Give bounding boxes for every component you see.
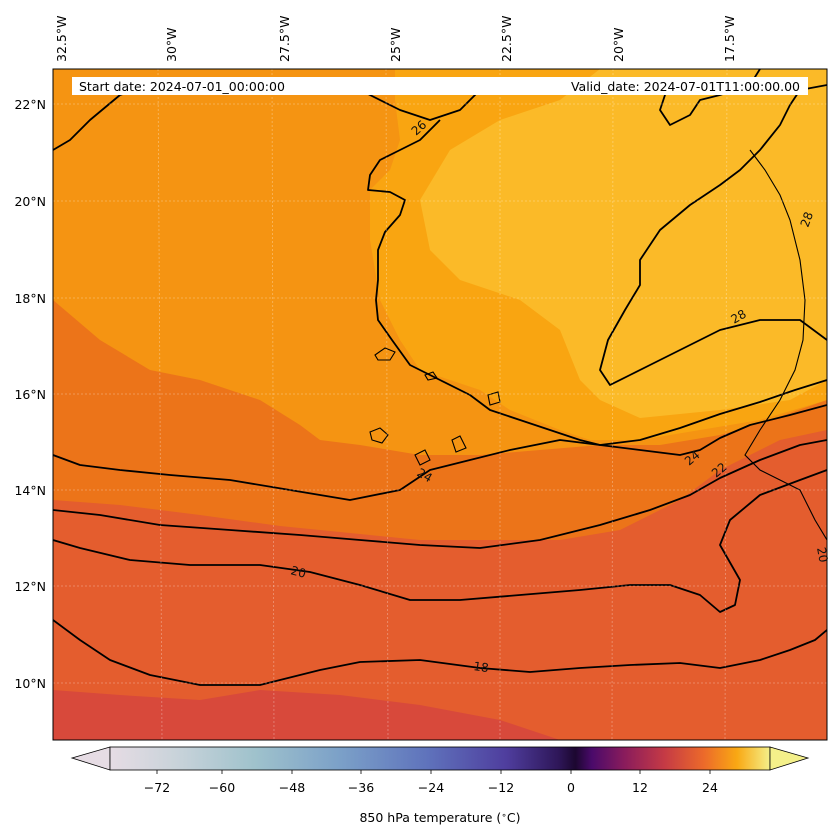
lat-label: 18°N — [14, 291, 46, 306]
colorbar-tick: −60 — [209, 780, 235, 795]
island-5 — [487, 391, 501, 406]
info-box — [72, 77, 808, 95]
temperature-field — [53, 69, 827, 740]
lon-label: 22.5°W — [499, 16, 514, 62]
island-6 — [424, 371, 438, 381]
island-3 — [414, 449, 431, 466]
colorbar-tick: 12 — [632, 780, 648, 795]
coastlines — [369, 149, 827, 541]
africa-coastline — [744, 149, 827, 541]
colorbar-tick: 24 — [702, 780, 718, 795]
valid-date-text: Valid_date: 2024-07-01T11:00:00.00 — [571, 79, 800, 94]
lon-label: 17.5°W — [722, 16, 737, 62]
field-band-coolest — [53, 690, 560, 740]
start-date-text: Start date: 2024-07-01_00:00:00 — [79, 79, 285, 94]
contour-18 — [53, 619, 827, 686]
lat-label: 14°N — [14, 483, 46, 498]
colorbar-tick: 0 — [567, 780, 575, 795]
contour-28 — [599, 84, 827, 386]
lon-label: 27.5°W — [277, 16, 292, 62]
colorbar-right-extend — [769, 746, 810, 771]
latitude-labels: 22°N 20°N 18°N 16°N 14°N 12°N 10°N — [14, 97, 46, 691]
lon-label: 25°W — [388, 27, 403, 62]
lat-label: 22°N — [14, 97, 46, 112]
colorbar: −72 −60 −48 −36 −24 −12 0 12 24 850 hPa … — [70, 746, 810, 825]
colorbar-tick: −48 — [279, 780, 305, 795]
map-frame — [52, 68, 828, 741]
lat-label: 10°N — [14, 676, 46, 691]
contour-label-28a: 28 — [798, 210, 816, 229]
contour-20 — [53, 469, 827, 613]
colorbar-tick: −36 — [348, 780, 374, 795]
colorbar-tick: −24 — [418, 780, 444, 795]
lat-label: 12°N — [14, 579, 46, 594]
longitude-labels: 32.5°W 30°W 27.5°W 25°W 22.5°W 20°W 17.5… — [54, 16, 737, 62]
lon-label: 30°W — [164, 27, 179, 62]
contour-24 — [53, 404, 827, 501]
lon-label: 32.5°W — [54, 16, 69, 62]
island-4 — [451, 435, 467, 453]
contour-label-18: 18 — [473, 659, 490, 675]
colorbar-gradient — [109, 746, 771, 771]
graticule — [53, 69, 827, 740]
lat-label: 20°N — [14, 194, 46, 209]
colorbar-left-extend — [70, 746, 111, 771]
contour-label-20a: 20 — [289, 563, 307, 580]
colorbar-tick: −72 — [144, 780, 170, 795]
contour-label-24b: 24 — [415, 465, 435, 485]
contour-label-20b: 20 — [814, 546, 830, 563]
colorbar-label: 850 hPa temperature (∘C) — [359, 810, 520, 825]
colorbar-tick: −12 — [488, 780, 514, 795]
island-2 — [369, 427, 389, 444]
contour-22 — [53, 439, 827, 549]
island-1 — [374, 347, 396, 361]
field-band-warmest — [420, 69, 827, 418]
lon-label: 20°W — [611, 27, 626, 62]
contour-labels: 26 28 28 24 24 22 20 20 18 — [289, 118, 830, 675]
contour-label-28b: 28 — [729, 307, 749, 327]
lat-label: 16°N — [14, 387, 46, 402]
